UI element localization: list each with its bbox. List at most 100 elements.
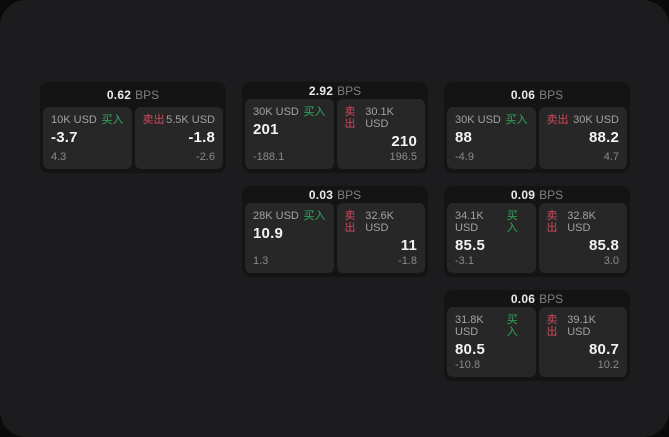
sell-price: 80.7 [589, 341, 619, 359]
quote-panels: 30K USD 买入 88 -4.9 卖出 30K USD 88.2 4.7 [444, 107, 630, 173]
sell-amount: 30.1K USD [365, 106, 394, 131]
spread-value: 0.09 [510, 187, 536, 202]
quote-panels: 28K USD 买入 10.9 1.3 卖出 32.6K USD 11 -1.8 [242, 203, 428, 277]
spread-unit: BPS [539, 291, 564, 306]
buy-price: 85.5 [455, 237, 485, 255]
buy-delta: -3.1 [455, 254, 474, 267]
spread-unit: BPS [337, 187, 362, 202]
spread-header: 0.03 BPS [242, 186, 428, 203]
spread-header: 0.06 BPS [444, 290, 630, 307]
sell-panel-top-row: 卖出 30K USD [547, 114, 620, 126]
quote-panels: 30K USD 买入 201 -188.1 卖出 30.1K USD 210 1… [242, 99, 428, 173]
spread-value: 0.62 [106, 87, 132, 102]
sell-quote-panel[interactable]: 卖出 32.8K USD 85.8 3.0 [538, 203, 627, 273]
buy-panel-top-row: 10K USD 买入 [51, 114, 124, 126]
sell-amount: 32.8K USD [567, 210, 596, 235]
quote-panels: 34.1K USD 买入 85.5 -3.1 卖出 32.8K USD 85.8… [444, 203, 630, 277]
spread-header: 0.09 BPS [444, 186, 630, 203]
sell-panel-top-row: 卖出 32.8K USD [547, 210, 620, 234]
spread-unit: BPS [539, 187, 564, 202]
buy-quote-panel[interactable]: 30K USD 买入 88 -4.9 [447, 107, 536, 169]
spread-unit: BPS [337, 83, 362, 98]
quote-card: 0.06 BPS 31.8K USD 买入 80.5 -10.8 卖 [444, 290, 630, 381]
sell-price: 11 [400, 237, 417, 255]
spread-value: 0.06 [510, 87, 536, 102]
buy-delta: -10.8 [455, 358, 481, 371]
sell-delta: 10.2 [597, 358, 619, 371]
sell-delta: -2.6 [196, 150, 215, 163]
quote-grid: 0.62 BPS 10K USD 买入 -3.7 4.3 卖出 [40, 82, 630, 381]
buy-side-label: 买入 [506, 210, 518, 235]
sell-price: -1.8 [188, 129, 215, 147]
buy-panel-top-row: 34.1K USD 买入 [455, 210, 528, 234]
buy-quote-panel[interactable]: 30K USD 买入 201 -188.1 [245, 99, 334, 169]
sell-quote-panel[interactable]: 卖出 30K USD 88.2 4.7 [538, 107, 627, 169]
sell-delta: 196.5 [389, 150, 417, 163]
sell-amount: 32.6K USD [365, 210, 394, 235]
buy-side-label: 买入 [506, 314, 518, 339]
buy-price: -3.7 [51, 129, 78, 147]
buy-amount: 31.8K USD [455, 314, 484, 339]
quote-panels: 31.8K USD 买入 80.5 -10.8 卖出 39.1K USD 80.… [444, 307, 630, 381]
spread-value: 2.92 [308, 83, 334, 98]
sell-side-label: 卖出 [546, 210, 558, 235]
sell-quote-panel[interactable]: 卖出 39.1K USD 80.7 10.2 [538, 307, 627, 377]
buy-price: 201 [253, 121, 279, 139]
sell-delta: -1.8 [398, 254, 417, 267]
sell-side-label: 卖出 [344, 106, 356, 131]
buy-amount: 30K USD [455, 114, 501, 126]
buy-quote-panel[interactable]: 31.8K USD 买入 80.5 -10.8 [447, 307, 536, 377]
buy-quote-panel[interactable]: 28K USD 买入 10.9 1.3 [245, 203, 334, 273]
buy-amount: 28K USD [253, 210, 299, 223]
spread-unit: BPS [135, 87, 160, 102]
buy-price: 80.5 [455, 341, 485, 359]
sell-price: 85.8 [589, 237, 619, 255]
quote-card: 0.62 BPS 10K USD 买入 -3.7 4.3 卖出 [40, 82, 226, 173]
quote-card: 0.06 BPS 30K USD 买入 88 -4.9 卖出 [444, 82, 630, 173]
sell-amount: 30K USD [573, 114, 619, 126]
sell-side-label: 卖出 [546, 314, 558, 339]
buy-delta: 4.3 [51, 150, 67, 163]
buy-side-label: 买入 [303, 106, 326, 119]
sell-price: 88.2 [589, 129, 619, 147]
sell-side-label: 卖出 [142, 114, 165, 126]
buy-side-label: 买入 [303, 210, 326, 223]
sell-delta: 3.0 [603, 254, 619, 267]
sell-quote-panel[interactable]: 卖出 5.5K USD -1.8 -2.6 [134, 107, 223, 169]
sell-panel-top-row: 卖出 5.5K USD [143, 114, 216, 126]
buy-panel-top-row: 28K USD 买入 [253, 210, 326, 222]
quote-panels: 10K USD 买入 -3.7 4.3 卖出 5.5K USD -1.8 -2.… [40, 107, 226, 173]
quote-card: 2.92 BPS 30K USD 买入 201 -188.1 卖出 [242, 82, 428, 173]
buy-quote-panel[interactable]: 10K USD 买入 -3.7 4.3 [43, 107, 132, 169]
sell-side-label: 卖出 [546, 114, 569, 126]
spread-value: 0.03 [308, 187, 334, 202]
sell-side-label: 卖出 [344, 210, 356, 235]
sell-panel-top-row: 卖出 39.1K USD [547, 314, 620, 338]
sell-amount: 39.1K USD [567, 314, 596, 339]
buy-amount: 10K USD [51, 114, 97, 126]
spread-header: 0.06 BPS [444, 82, 630, 107]
spread-header: 2.92 BPS [242, 82, 428, 99]
buy-delta: -188.1 [253, 150, 285, 163]
sell-quote-panel[interactable]: 卖出 30.1K USD 210 196.5 [336, 99, 425, 169]
sell-quote-panel[interactable]: 卖出 32.6K USD 11 -1.8 [336, 203, 425, 273]
buy-price: 88 [455, 129, 473, 147]
quote-card: 0.03 BPS 28K USD 买入 10.9 1.3 卖出 [242, 186, 428, 277]
buy-amount: 30K USD [253, 106, 299, 119]
spread-value: 0.06 [510, 291, 536, 306]
sell-price: 210 [391, 133, 417, 151]
quote-card: 0.09 BPS 34.1K USD 买入 85.5 -3.1 卖出 [444, 186, 630, 277]
sell-amount: 5.5K USD [166, 114, 215, 126]
buy-side-label: 买入 [101, 114, 124, 126]
spread-unit: BPS [539, 87, 564, 102]
buy-quote-panel[interactable]: 34.1K USD 买入 85.5 -3.1 [447, 203, 536, 273]
spread-header: 0.62 BPS [40, 82, 226, 107]
buy-panel-top-row: 31.8K USD 买入 [455, 314, 528, 338]
buy-delta: -4.9 [455, 150, 474, 163]
buy-side-label: 买入 [505, 114, 528, 126]
sell-panel-top-row: 卖出 32.6K USD [345, 210, 418, 234]
buy-panel-top-row: 30K USD 买入 [455, 114, 528, 126]
buy-price: 10.9 [253, 225, 283, 243]
